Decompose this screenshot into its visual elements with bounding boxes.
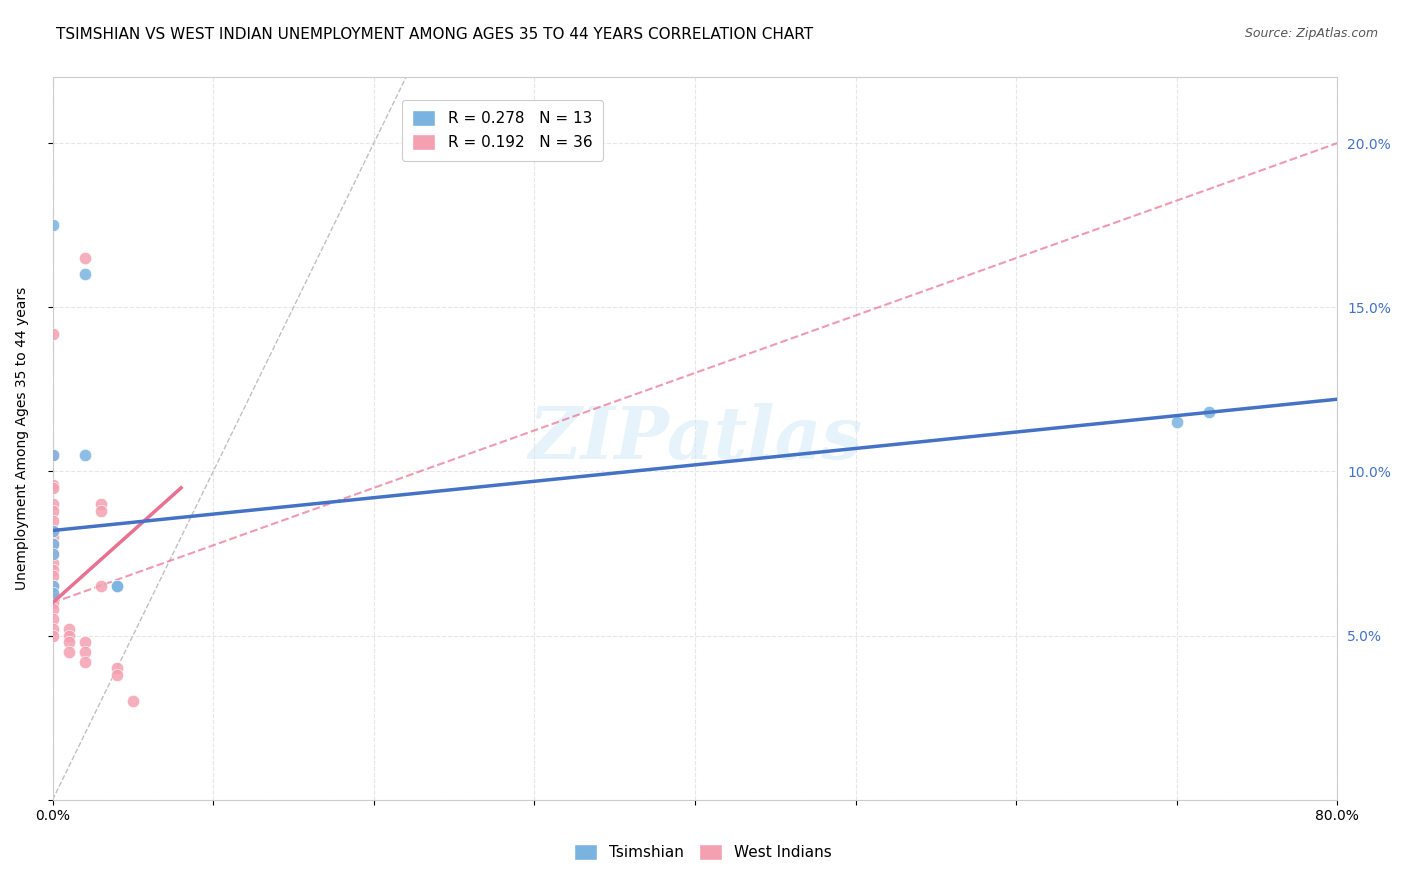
Point (41, 536, 63, 550)
Point (41, 629, 63, 643)
Point (105, 661, 128, 675)
Point (41, 596, 63, 610)
Point (41, 547, 63, 561)
Point (73, 655, 96, 669)
Point (41, 448, 63, 462)
Point (105, 579, 128, 593)
Point (41, 504, 63, 518)
Legend: R = 0.278   N = 13, R = 0.192   N = 36: R = 0.278 N = 13, R = 0.192 N = 36 (402, 100, 603, 161)
Point (41, 218, 63, 232)
Point (41, 477, 63, 491)
Point (73, 645, 96, 659)
Point (41, 524, 63, 538)
Text: Source: ZipAtlas.com: Source: ZipAtlas.com (1244, 27, 1378, 40)
Point (73, 251, 96, 265)
Point (90, 579, 112, 593)
Point (1198, 405, 1220, 419)
Point (41, 326, 63, 341)
Point (41, 481, 63, 495)
Point (41, 602, 63, 616)
Point (41, 530, 63, 544)
Point (41, 536, 63, 550)
Point (105, 668, 128, 682)
Point (73, 448, 96, 462)
Point (90, 497, 112, 511)
Point (41, 547, 63, 561)
Point (41, 622, 63, 636)
Point (73, 635, 96, 649)
Point (90, 504, 112, 518)
Point (41, 563, 63, 577)
Point (105, 579, 128, 593)
Point (41, 524, 63, 538)
Point (41, 586, 63, 600)
Point (73, 268, 96, 282)
Y-axis label: Unemployment Among Ages 35 to 44 years: Unemployment Among Ages 35 to 44 years (15, 287, 30, 591)
Point (122, 694, 145, 708)
Point (41, 557, 63, 571)
Point (41, 448, 63, 462)
Point (58, 635, 80, 649)
Point (41, 612, 63, 626)
Point (41, 589, 63, 603)
Point (41, 579, 63, 593)
Legend: Tsimshian, West Indians: Tsimshian, West Indians (568, 838, 838, 866)
Point (41, 497, 63, 511)
Point (41, 579, 63, 593)
Point (58, 645, 80, 659)
Point (41, 586, 63, 600)
Point (58, 629, 80, 643)
Point (58, 622, 80, 636)
Point (1166, 415, 1188, 429)
Point (41, 514, 63, 528)
Text: TSIMSHIAN VS WEST INDIAN UNEMPLOYMENT AMONG AGES 35 TO 44 YEARS CORRELATION CHAR: TSIMSHIAN VS WEST INDIAN UNEMPLOYMENT AM… (56, 27, 813, 42)
Text: ZIPatlas: ZIPatlas (527, 403, 862, 475)
Point (41, 569, 63, 583)
